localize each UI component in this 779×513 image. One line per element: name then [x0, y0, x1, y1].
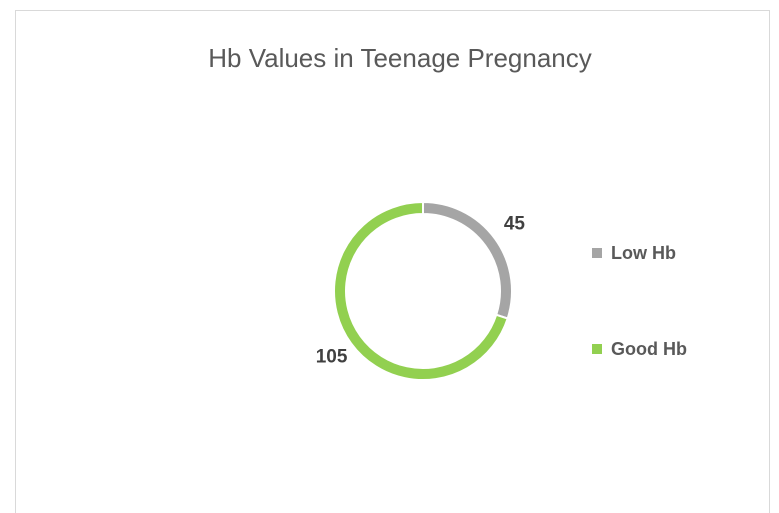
legend-swatch — [592, 344, 602, 354]
data-label: 105 — [316, 346, 348, 367]
legend-swatch — [592, 248, 602, 258]
doughnut-segment — [333, 200, 509, 381]
chart-border — [15, 10, 770, 513]
data-label: 45 — [504, 214, 526, 235]
chart-title: Hb Values in Teenage Pregnancy — [208, 43, 592, 73]
legend-label: Low Hb — [611, 243, 676, 263]
legend-label: Good Hb — [611, 339, 687, 359]
